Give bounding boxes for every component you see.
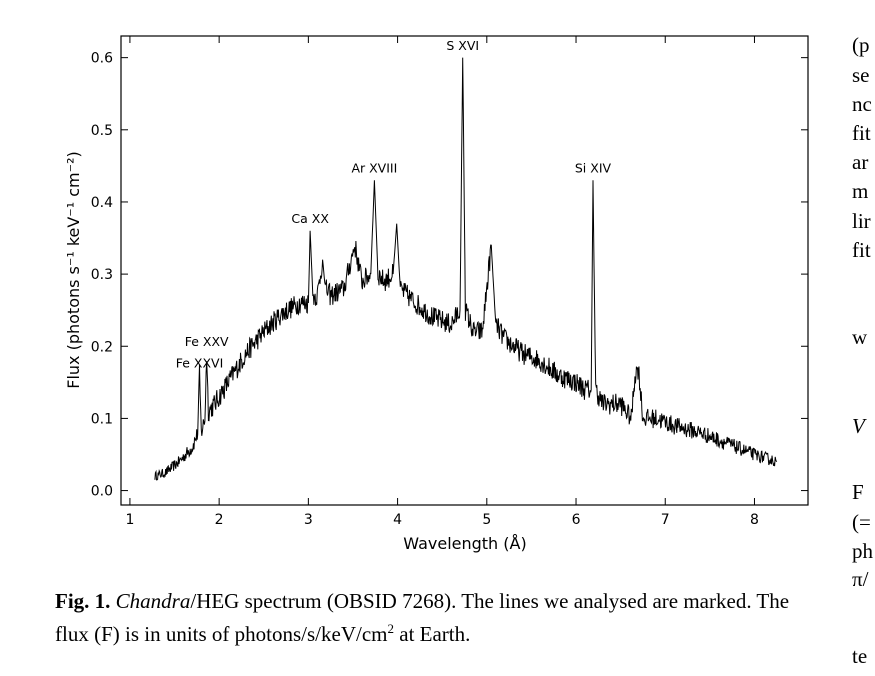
x-tick-label: 2 (215, 512, 224, 528)
side-text-fragment: nc (852, 92, 872, 116)
side-text-fragment: (= (852, 510, 871, 534)
y-tick-label: 0.4 (91, 195, 113, 211)
line-label: Ca XX (291, 211, 329, 226)
x-tick-label: 6 (572, 512, 581, 528)
side-text-fragment: lir (852, 209, 871, 233)
side-text-fragment: π/ (852, 567, 869, 591)
caption-text: /HEG spectrum (OBSID 7268). The lines we… (55, 589, 790, 646)
side-text-fragment: V (852, 414, 865, 438)
side-text-fragment: m (852, 179, 869, 203)
side-text-fragment: (p (852, 33, 870, 57)
y-tick-label: 0.6 (91, 51, 113, 67)
x-tick-label: 1 (125, 512, 134, 528)
line-label: Si XIV (575, 161, 612, 176)
y-axis: 0.0 0.1 0.2 0.3 0.4 0.5 0.6 (91, 51, 808, 500)
x-tick-label: 4 (393, 512, 402, 528)
side-text-fragment: w (852, 325, 868, 349)
x-axis-label: Wavelength (Å) (403, 534, 526, 553)
y-tick-label: 0.2 (91, 339, 113, 355)
line-label: Fe XXV (185, 334, 229, 349)
x-tick-label: 7 (661, 512, 670, 528)
caption-italic: Chandra (115, 589, 191, 613)
side-text-fragment: se (852, 63, 870, 87)
caption-tail: at Earth. (394, 622, 471, 646)
caption-superscript: 2 (387, 621, 395, 636)
y-tick-label: 0.1 (91, 411, 113, 427)
side-text-fragment: fit (852, 238, 871, 262)
side-text-fragment: fit (852, 121, 871, 145)
y-tick-label: 0.3 (91, 267, 113, 283)
line-label: Ar XVIII (351, 161, 397, 176)
spectrum-line (154, 57, 778, 481)
side-text-fragment: te (852, 644, 868, 668)
side-text-fragment: ar (852, 150, 869, 174)
y-axis-label: Flux (photons s⁻¹ keV⁻¹ cm⁻²) (64, 151, 83, 389)
caption-label: Fig. 1. (55, 589, 111, 613)
y-tick-label: 0.0 (91, 484, 113, 500)
figure-caption: Fig. 1. Chandra/HEG spectrum (OBSID 7268… (55, 588, 825, 648)
side-text-fragment: ph (852, 539, 873, 563)
x-tick-label: 5 (482, 512, 491, 528)
y-tick-label: 0.5 (91, 123, 113, 139)
plot-area (120, 35, 809, 506)
annotations: Fe XXVI Fe XXV Ca XX Ar XVIII S XVI Si XIV (176, 38, 612, 370)
x-tick-label: 8 (750, 512, 759, 528)
side-text-fragment: F (852, 480, 864, 504)
plot-frame (120, 35, 809, 506)
x-axis: 1 2 3 4 5 6 7 8 (125, 36, 759, 528)
line-label: S XVI (446, 38, 479, 53)
x-tick-label: 3 (304, 512, 313, 528)
line-label: Fe XXVI (176, 356, 224, 371)
